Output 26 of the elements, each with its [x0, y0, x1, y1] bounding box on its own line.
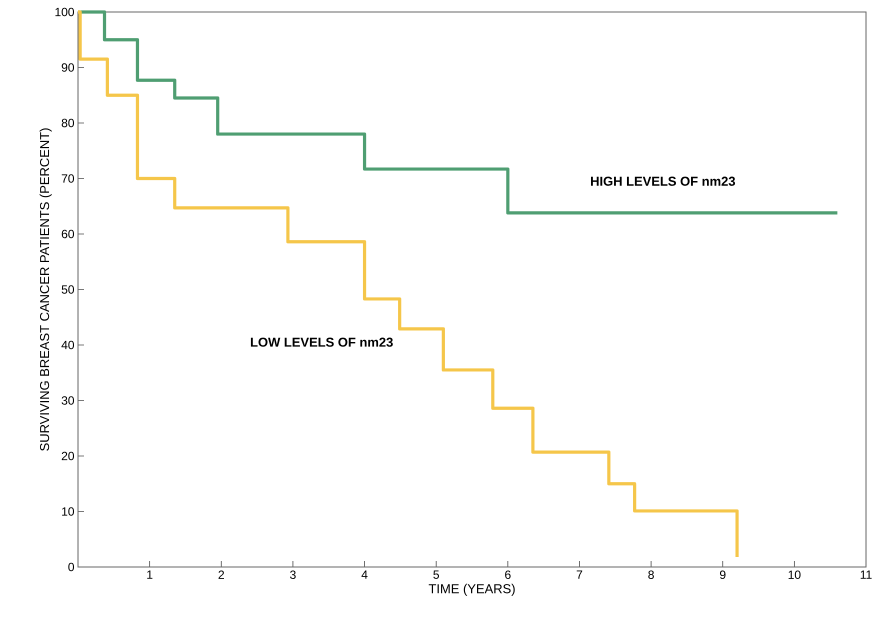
y-tick-label: 70 — [62, 174, 74, 183]
y-tick-label: 100 — [55, 8, 74, 16]
y-tick-label: 60 — [62, 230, 74, 238]
x-tick-label: 1 — [147, 570, 152, 579]
y-tick-label: 90 — [62, 63, 74, 72]
y-tick-label: 30 — [62, 396, 74, 405]
x-tick-label: 2 — [218, 570, 224, 579]
x-axis-title: TIME (YEARS) — [428, 584, 515, 596]
y-tick-label: 50 — [62, 285, 74, 294]
x-tick-label: 9 — [720, 570, 726, 579]
text: HIGH LEVELS OF nm23 — [591, 176, 736, 186]
y-tick-label: 40 — [61, 340, 74, 350]
x-tick-label: 6 — [505, 570, 511, 579]
y-tick-label: 80 — [62, 118, 74, 128]
y-tick-label: 10 — [62, 507, 74, 516]
x-tick-label: 3 — [290, 570, 296, 579]
y-tick-label: 20 — [62, 452, 74, 460]
series-label: LOW LEVELS OF nm23 — [250, 338, 393, 347]
x-tick-label: 8 — [648, 570, 654, 579]
y-tick-label: 0 — [68, 562, 74, 572]
x-tick-label: 11 — [860, 570, 872, 579]
x-tick-label: 5 — [433, 570, 440, 579]
y-axis-title: SURVIVING BREAST CANCER PATIENTS (PERCENT) — [40, 128, 52, 451]
x-tick-label: 10 — [788, 570, 801, 579]
x-tick-label: 4 — [362, 570, 368, 579]
x-tick-label: 7 — [576, 570, 582, 579]
